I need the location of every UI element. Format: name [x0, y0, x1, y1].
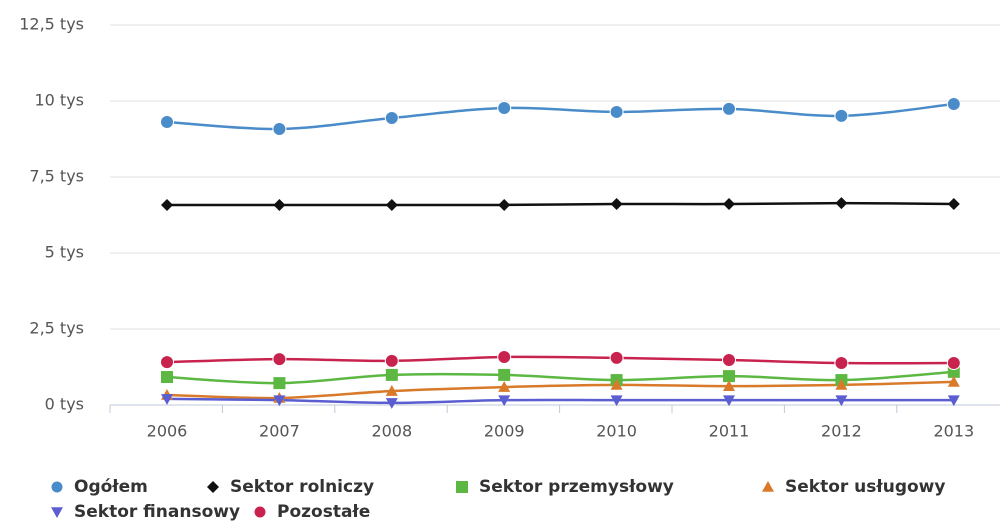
- legend-label: Sektor finansowy: [74, 502, 240, 522]
- data-point: [385, 385, 398, 396]
- y-tick-label: 2,5 tys: [29, 319, 84, 338]
- x-tick-label: 2012: [821, 422, 862, 441]
- data-point: [385, 198, 398, 211]
- y-tick-label: 0 tys: [45, 395, 84, 414]
- data-point: [384, 353, 399, 368]
- series-line: [166, 201, 954, 207]
- data-point: [498, 395, 511, 407]
- data-point: [835, 378, 848, 390]
- data-point: [498, 381, 511, 392]
- x-tick-label: 2009: [484, 422, 525, 441]
- data-point: [834, 356, 849, 371]
- data-point: [498, 198, 511, 211]
- x-tick-label: 2007: [259, 422, 300, 441]
- data-point: [273, 395, 286, 407]
- data-point: [722, 353, 736, 368]
- series-line: [166, 380, 954, 400]
- data-point: [160, 114, 174, 129]
- data-point: [834, 108, 849, 123]
- series-line: [166, 102, 954, 131]
- legend-marker: [50, 480, 64, 494]
- data-point: [609, 104, 624, 119]
- legend-marker: [207, 481, 219, 493]
- legend-marker: [51, 507, 63, 518]
- y-tick-label: 10 tys: [34, 91, 84, 110]
- data-point: [723, 395, 735, 407]
- x-tick-label: 2006: [147, 422, 188, 441]
- legend-marker: [456, 481, 468, 493]
- series-line: [166, 370, 954, 385]
- legend-label: Ogółem: [74, 477, 148, 497]
- series-line: [166, 397, 954, 405]
- y-tick-label: 7,5 tys: [29, 167, 84, 186]
- data-point: [947, 375, 960, 387]
- x-tick-label: 2008: [371, 422, 412, 441]
- legend-label: Sektor przemysłowy: [479, 477, 674, 497]
- data-point: [498, 368, 511, 381]
- data-point: [497, 100, 512, 115]
- data-point: [273, 377, 286, 390]
- data-point: [273, 198, 286, 211]
- data-point: [497, 349, 512, 364]
- data-point: [610, 378, 623, 390]
- data-point: [610, 198, 623, 211]
- legend-marker: [762, 481, 774, 492]
- data-point: [161, 198, 173, 211]
- data-point: [946, 97, 961, 112]
- data-point: [385, 398, 398, 409]
- legend-marker: [253, 505, 267, 519]
- legend-label: Pozostałe: [277, 502, 370, 522]
- data-point: [161, 394, 173, 405]
- data-point: [610, 395, 623, 407]
- data-point: [723, 370, 735, 383]
- data-point: [835, 395, 848, 407]
- data-point: [272, 352, 287, 367]
- data-point: [160, 355, 174, 370]
- y-tick-label: 5 tys: [45, 243, 84, 262]
- series-line: [166, 355, 954, 365]
- data-point: [947, 395, 960, 407]
- data-point: [947, 198, 960, 211]
- data-point: [723, 380, 735, 391]
- data-point: [161, 371, 173, 384]
- data-point: [722, 101, 736, 116]
- data-point: [723, 198, 735, 211]
- x-tick-label: 2010: [596, 422, 637, 441]
- data-point: [272, 121, 287, 136]
- legend-label: Sektor usługowy: [785, 477, 945, 497]
- data-point: [385, 368, 398, 381]
- x-tick-label: 2011: [709, 422, 750, 441]
- legend-label: Sektor rolniczy: [230, 477, 374, 497]
- data-point: [609, 350, 624, 365]
- data-point: [384, 111, 399, 126]
- data-point: [835, 197, 848, 210]
- x-tick-label: 2013: [933, 422, 974, 441]
- data-point: [946, 356, 961, 371]
- y-tick-label: 12,5 tys: [19, 15, 84, 34]
